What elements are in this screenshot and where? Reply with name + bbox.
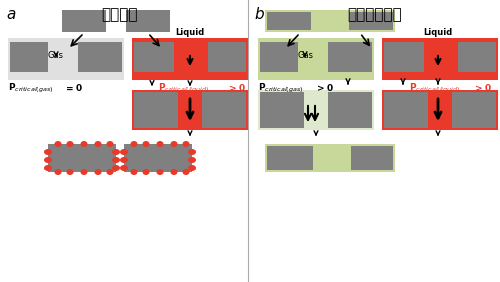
Text: $\mathbf{P}_{\mathit{critical(gas)}}$: $\mathbf{P}_{\mathit{critical(gas)}}$ — [8, 82, 54, 95]
Ellipse shape — [94, 169, 102, 175]
Ellipse shape — [170, 141, 177, 147]
Text: $\mathbf{P}_{\mathit{critical(liquid)}}$: $\mathbf{P}_{\mathit{critical(liquid)}}$ — [409, 82, 461, 95]
Bar — [258, 90, 374, 130]
Bar — [124, 144, 192, 172]
Bar — [328, 42, 372, 72]
Ellipse shape — [142, 169, 150, 175]
Bar — [382, 38, 498, 80]
Bar — [208, 42, 246, 72]
Text: $\mathbf{P}_{\mathit{critical(liquid)}}$: $\mathbf{P}_{\mathit{critical(liquid)}}$ — [158, 82, 210, 95]
Bar — [382, 90, 498, 130]
Text: 液体门控孔道: 液体门控孔道 — [348, 7, 403, 22]
Bar — [48, 144, 116, 172]
Ellipse shape — [181, 41, 199, 51]
Ellipse shape — [106, 141, 114, 147]
Text: 传统孔道: 传统孔道 — [102, 7, 138, 22]
Bar — [384, 42, 424, 72]
Bar — [267, 12, 311, 30]
Ellipse shape — [142, 141, 150, 147]
Bar — [458, 42, 496, 72]
Ellipse shape — [106, 169, 114, 175]
Bar — [260, 92, 304, 128]
Ellipse shape — [433, 47, 443, 55]
Ellipse shape — [170, 169, 177, 175]
Ellipse shape — [156, 141, 164, 147]
Text: Liquid: Liquid — [424, 28, 452, 37]
Bar — [351, 146, 393, 170]
Ellipse shape — [185, 47, 195, 55]
Bar — [10, 42, 48, 72]
Bar — [132, 38, 248, 80]
Ellipse shape — [44, 157, 52, 163]
Ellipse shape — [120, 157, 128, 163]
Bar — [267, 146, 313, 170]
Text: $\mathbf{> 0}$: $\mathbf{> 0}$ — [227, 82, 246, 93]
Text: Liquid: Liquid — [176, 28, 204, 37]
Ellipse shape — [182, 169, 190, 175]
Ellipse shape — [156, 169, 164, 175]
Ellipse shape — [188, 157, 196, 163]
Bar — [62, 10, 106, 32]
Ellipse shape — [112, 157, 120, 163]
Bar — [78, 42, 122, 72]
Ellipse shape — [44, 165, 52, 171]
Ellipse shape — [66, 141, 73, 147]
Ellipse shape — [429, 41, 447, 51]
Bar — [384, 92, 428, 128]
Bar — [452, 92, 496, 128]
Ellipse shape — [120, 165, 128, 171]
Text: $\mathbf{= 0}$: $\mathbf{= 0}$ — [64, 82, 83, 93]
Ellipse shape — [54, 141, 62, 147]
Ellipse shape — [120, 149, 128, 155]
Ellipse shape — [112, 149, 120, 155]
Ellipse shape — [66, 169, 73, 175]
Bar — [134, 42, 174, 72]
Bar — [126, 10, 170, 32]
Bar — [202, 92, 246, 128]
Text: $\mathbf{P}_{\mathit{critical(gas)}}$: $\mathbf{P}_{\mathit{critical(gas)}}$ — [258, 82, 304, 95]
Text: a: a — [6, 7, 16, 22]
Bar — [349, 12, 393, 30]
Bar — [132, 90, 248, 130]
Ellipse shape — [80, 169, 87, 175]
Bar — [265, 10, 395, 32]
Ellipse shape — [54, 169, 62, 175]
Ellipse shape — [188, 149, 196, 155]
Text: $\mathbf{> 0}$: $\mathbf{> 0}$ — [315, 82, 334, 93]
Ellipse shape — [80, 141, 87, 147]
Bar — [134, 92, 178, 128]
Ellipse shape — [188, 165, 196, 171]
Bar — [260, 42, 298, 72]
Ellipse shape — [182, 141, 190, 147]
Text: $\mathbf{> 0}$: $\mathbf{> 0}$ — [473, 82, 492, 93]
Ellipse shape — [130, 169, 138, 175]
Ellipse shape — [112, 165, 120, 171]
Bar — [8, 38, 124, 80]
Bar — [258, 38, 374, 80]
Bar — [265, 144, 395, 172]
Ellipse shape — [44, 149, 52, 155]
Text: Gas: Gas — [297, 51, 313, 60]
Text: Gas: Gas — [48, 51, 64, 60]
Text: b: b — [254, 7, 264, 22]
Ellipse shape — [94, 141, 102, 147]
Bar — [328, 92, 372, 128]
Ellipse shape — [130, 141, 138, 147]
